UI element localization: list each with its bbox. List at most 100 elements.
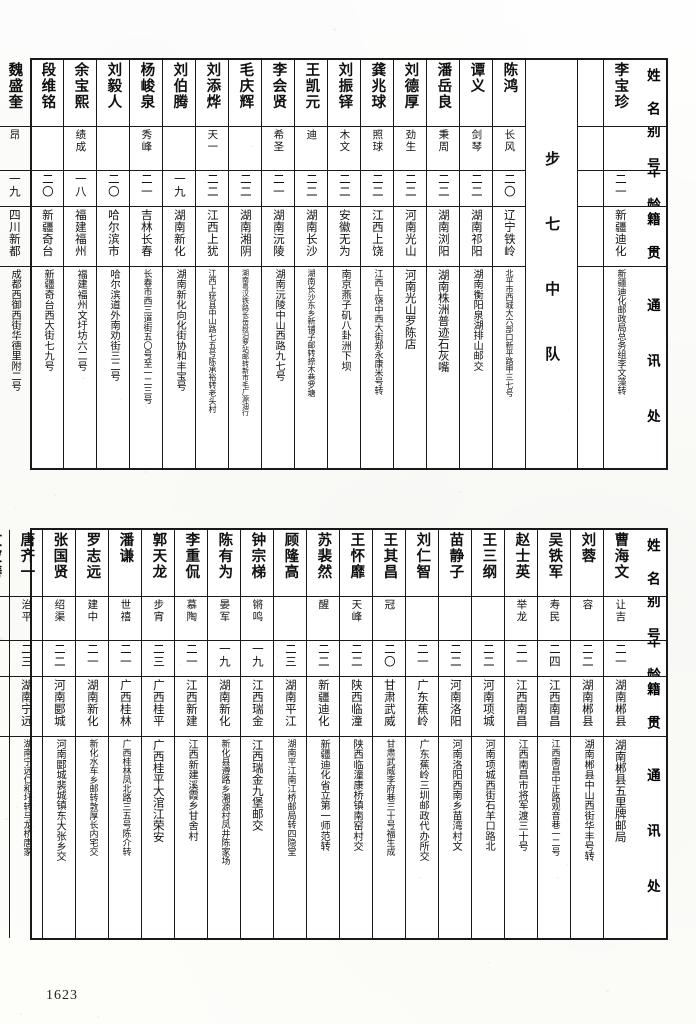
roster-entry-column[interactable]: 刘德厚 劲生 二二 河南光山 河南光山罗陈店: [393, 60, 426, 468]
roster-entry-column[interactable]: 顾隆高 二三 湖南平江 湖南平江南江桥邮局转四隐堂: [273, 530, 306, 938]
roster-entry-column[interactable]: 刘蓉容二二 湖南郴县 湖南郴县中山西街华丰号转: [570, 530, 603, 938]
roster-entry-column[interactable]: 赵士英 举龙 二一 江西南昌 江西南昌市将军渡三十号: [504, 530, 537, 938]
entry-age-text: 二二: [482, 643, 494, 668]
roster-entry-column[interactable]: 王凯元迪二二 湖南长沙 湖南长沙东乡新铺子邮转捺木巷罗塘: [294, 60, 327, 468]
entry-alias-text: 让吉: [615, 599, 626, 623]
roster-entry-column[interactable]: 魏盛奎昂一九 四川新都 成都西御西街华德里附二号: [0, 60, 30, 468]
entry-name: 谭义: [460, 60, 492, 126]
roster-entry-column[interactable]: 刘毅人 二〇 哈尔滨市 哈尔滨道外南劝街三二号: [96, 60, 129, 468]
entry-age-text: 二一: [140, 173, 152, 198]
entry-address: 新疆奇台西大街七九号: [31, 266, 63, 468]
entry-alias: 世禧: [109, 596, 141, 640]
entry-name: 罗志远: [76, 530, 108, 596]
entry-origin-text: 江西上饶: [371, 209, 383, 257]
entry-alias: 劲生: [394, 126, 426, 170]
entry-name-text: 曹海文: [613, 532, 628, 580]
entry-address-text: 新化县遵路乡潮源村凤井陈家场: [220, 739, 229, 865]
entry-address-text: 北平市西城大六部口新平路甲三七号: [505, 269, 513, 397]
entry-alias-text: 希圣: [273, 129, 284, 153]
scan-speckle: [20, 1013, 22, 1015]
entry-origin: 湖南平江: [274, 676, 306, 736]
row-header-origin: 籍 贯: [636, 676, 666, 736]
entry-origin-text: 湖南长沙: [305, 209, 317, 257]
roster-entry-column[interactable]: 陈鸿 长风 二〇 辽宁铁岭 北平市西城大六部口新平路甲三七号: [492, 60, 525, 468]
entry-origin: 湖南新化: [76, 676, 108, 736]
roster-entry-column[interactable]: 苏裴然醒二二 新疆迪化 新疆迪化省立第一师范转: [306, 530, 339, 938]
roster-entry-column[interactable]: 刘添烨 天一 二二 江西上犹 江西上犹县中山路七五号陈承裕转老头村: [195, 60, 228, 468]
roster-entry-column[interactable]: 苗静子 二二 河南洛阳 河南洛阳西南乡苗湾村文: [438, 530, 471, 938]
roster-entry-column[interactable]: 陈有为 晏军 一九 湖南新化 新化县遵路乡潮源村凤井陈家场: [207, 530, 240, 938]
entry-address-text: 福建福州文圩坊六二号: [75, 269, 85, 371]
roster-entry-column[interactable]: 李重侃 慕陶 二一 江西新建 江西新建溪霞乡甘舍村: [174, 530, 207, 938]
roster-entry-column[interactable]: 唐齐一 治平 二三 湖南宁远 湖南宁远仁和圩转马龙桥唐家: [9, 530, 42, 938]
entry-address-text: 湖南株洲普迹石灰嘴: [437, 269, 449, 373]
entry-address: 陕西临潼康桥镇南窑村交: [340, 736, 372, 938]
roster-entry-column[interactable]: 王其昌冠二〇 甘肃武威 甘肃武威李府巷三十号福生成: [372, 530, 405, 938]
entry-address-text: 湖南粤汉铁路长岳段汨罗站邮转新市毛广源油行: [242, 269, 249, 416]
entry-name-text: 谭义: [469, 62, 484, 94]
roster-entry-column[interactable]: 潘岳良 秉周 二二 湖南浏阳 湖南株洲普迹石灰嘴: [426, 60, 459, 468]
roster-entry-column[interactable]: 龚兆球 照球 二二 江西上饶 江西上饶中西大街郑永康米号转: [360, 60, 393, 468]
entry-origin: 江西南昌: [505, 676, 537, 736]
roster-entry-column[interactable]: 毛庆辉 二二 湖南湘阴 湖南粤汉铁路长岳段汨罗站邮转新市毛广源油行: [228, 60, 261, 468]
entry-address: 江西上犹县中山路七五号陈承裕转老头村: [196, 266, 228, 468]
roster-entry-column[interactable]: 钟宗梯 锵鸣 一九 江西瑞金 江西瑞金九堡邮交: [240, 530, 273, 938]
entry-alias: 蒙: [0, 596, 9, 640]
entry-address-text: 广东蕉岭三圳邮政代办所交: [417, 739, 427, 861]
roster-entry-column[interactable]: 李宝珍 二一 新疆迪化 新疆迪化邮政局总务组李文藻转: [603, 60, 636, 468]
roster-entry-column[interactable]: 谭义 剑琴 二二 湖南祁阳 湖南衡阳泉湖排山邮交: [459, 60, 492, 468]
entry-age: 二二: [229, 170, 261, 206]
entry-name: 刘蓉: [571, 530, 603, 596]
entry-age: 二二: [307, 640, 339, 676]
entry-name: 王其昌: [373, 530, 405, 596]
roster-entry-column[interactable]: 张国贤 绍渠 二二 河南郾城 河南郾城裴城镇东大张乡交: [42, 530, 75, 938]
roster-entry-column[interactable]: 潘谦 世禧 二一 广西桂林 广西桂林凤北路三五号陈介转: [108, 530, 141, 938]
entry-age: 二二: [43, 640, 75, 676]
entry-address: 湖南平江南江桥邮局转四隐堂: [274, 736, 306, 938]
entry-name-text: 钟宗梯: [250, 532, 265, 580]
roster-entry-column[interactable]: 段维铭 二〇 新疆奇台 新疆奇台西大街七九号: [30, 60, 63, 468]
roster-entry-column[interactable]: 吴铁军 寿民 二四 江西南昌 江西南昌中正路观音巷一二号: [537, 530, 570, 938]
entry-origin: 湖南祁阳: [460, 206, 492, 266]
entry-alias: 秀峰: [130, 126, 162, 170]
roster-entry-column[interactable]: 刘仁智 二一 广东蕉岭 广东蕉岭三圳邮政代办所交: [405, 530, 438, 938]
entry-alias-text: 照球: [372, 129, 383, 153]
entry-name: 李会贤: [262, 60, 294, 126]
roster-entry-column[interactable]: 刘振铎 木文 二二 安徽无为 南京燕子矶八卦洲下坝: [327, 60, 360, 468]
row-header-age: 年 龄: [636, 170, 666, 206]
entry-origin: 四川新都: [0, 206, 30, 266]
roster-entry-column[interactable]: 余宝熙 绩成 一八 福建福州 福建福州文圩坊六二号: [63, 60, 96, 468]
entry-age-text: 二一: [614, 643, 626, 668]
roster-entry-column[interactable]: 罗志远 建中 二一 湖南新化 新化水车乡邮转敦厚长内宅交: [75, 530, 108, 938]
entry-age-text: 二〇: [107, 173, 119, 198]
roster-entry-column[interactable]: 杨峻泉 秀峰 二一 吉林长春 长春市西三道街五〇号至一二三号: [129, 60, 162, 468]
roster-entry-column[interactable]: 刘伯腾 一九 湖南新化 湖南新化向化街协和丰宝号: [162, 60, 195, 468]
entry-name: 刘仁智: [406, 530, 438, 596]
scan-speckle: [615, 961, 616, 962]
entry-alias: 天一: [196, 126, 228, 170]
entry-age: 二二: [328, 170, 360, 206]
scan-speckle: [54, 494, 55, 495]
entry-address: 河南光山罗陈店: [394, 266, 426, 468]
entry-age: 二〇: [0, 640, 9, 676]
scan-speckle: [459, 491, 461, 493]
entry-age-text: 二二: [53, 643, 65, 668]
roster-entry-column[interactable]: 郭天龙 步宵 二三 广西桂平 广西桂平大涫江荣安: [141, 530, 174, 938]
entry-address-text: 广西桂林凤北路三五号陈介转: [121, 739, 130, 856]
roster-entry-column[interactable]: 李会贤 希圣 二一 湖南沅陵 湖南沅陵中山西路九七号: [261, 60, 294, 468]
entry-origin-text: 河南项城: [482, 679, 494, 727]
entry-age: 二二: [340, 640, 372, 676]
entry-origin: 湖南湘阴: [229, 206, 261, 266]
entry-age-text: 二二: [317, 643, 329, 668]
entry-name: 文波涛: [0, 530, 9, 596]
roster-entry-column[interactable]: 王怀靡 天峰 二二 陕西临潼 陕西临潼康桥镇南窑村交: [339, 530, 372, 938]
roster-entry-column[interactable]: 文波涛蒙二〇江西进贤江西进贤溷津市: [0, 530, 9, 938]
roster-entry-column[interactable]: 王三纲 二二 河南项城 河南项城西街石羊口路北: [471, 530, 504, 938]
entry-origin: 新疆迪化: [604, 206, 636, 266]
entry-origin: 湖南宁远: [10, 676, 42, 736]
entry-age: 二〇: [97, 170, 129, 206]
roster-entry-column[interactable]: 曹海文 让吉 二一 湖南郴县 湖南郴县五里牌邮局: [603, 530, 636, 938]
entry-age-text: 二一: [185, 643, 197, 668]
blank-address: [578, 266, 603, 468]
entry-origin: 湖南郴县: [571, 676, 603, 736]
